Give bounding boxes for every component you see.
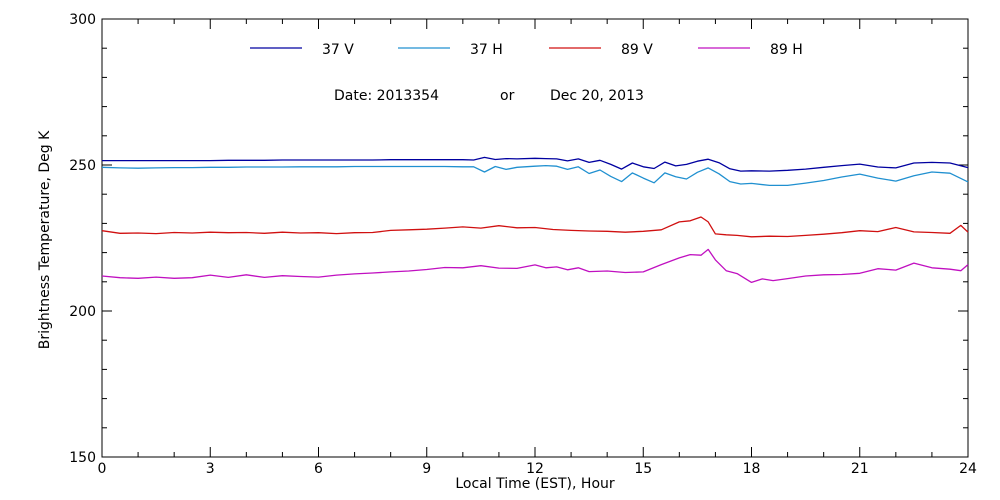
- legend-label-37-h: 37 H: [470, 42, 503, 58]
- series-line-89-v: [101, 216, 969, 238]
- plot-frame: [101, 18, 969, 458]
- x-tick-label: 6: [314, 461, 323, 477]
- date-text: Dec 20, 2013: [550, 88, 644, 104]
- legend: 37 V 37 H 89 V 89 H: [250, 42, 803, 58]
- series-line-37-h: [101, 164, 969, 187]
- tick-labels: 0 3 6 9 12 15 18 21 24 150 200 250 300: [69, 12, 977, 477]
- series-lines: [101, 156, 969, 284]
- legend-label-37-v: 37 V: [322, 42, 354, 58]
- series-line-37-v: [102, 156, 969, 172]
- x-tick-label: 3: [206, 461, 215, 477]
- y-axis-label: Brightness Temperature, Deg K: [37, 130, 53, 349]
- y-tick-label: 150: [69, 450, 96, 466]
- x-axis-label: Local Time (EST), Hour: [455, 476, 615, 492]
- x-tick-label: 9: [422, 461, 431, 477]
- x-tick-label: 21: [851, 461, 869, 477]
- y-tick-label: 250: [69, 158, 96, 174]
- y-tick-label: 300: [69, 12, 96, 28]
- x-tick-label: 0: [98, 461, 107, 477]
- x-tick-label: 12: [526, 461, 544, 477]
- y-tick-label: 200: [69, 304, 96, 320]
- date-or-label: or: [500, 88, 515, 104]
- date-label: Date: 2013354: [334, 88, 439, 104]
- tick-marks: [101, 18, 969, 458]
- x-tick-label: 15: [634, 461, 652, 477]
- legend-label-89-h: 89 H: [770, 42, 803, 58]
- series-line-89-h: [101, 248, 969, 284]
- x-tick-label: 24: [959, 461, 977, 477]
- axes: [101, 18, 969, 458]
- x-tick-label: 18: [743, 461, 761, 477]
- legend-label-89-v: 89 V: [621, 42, 653, 58]
